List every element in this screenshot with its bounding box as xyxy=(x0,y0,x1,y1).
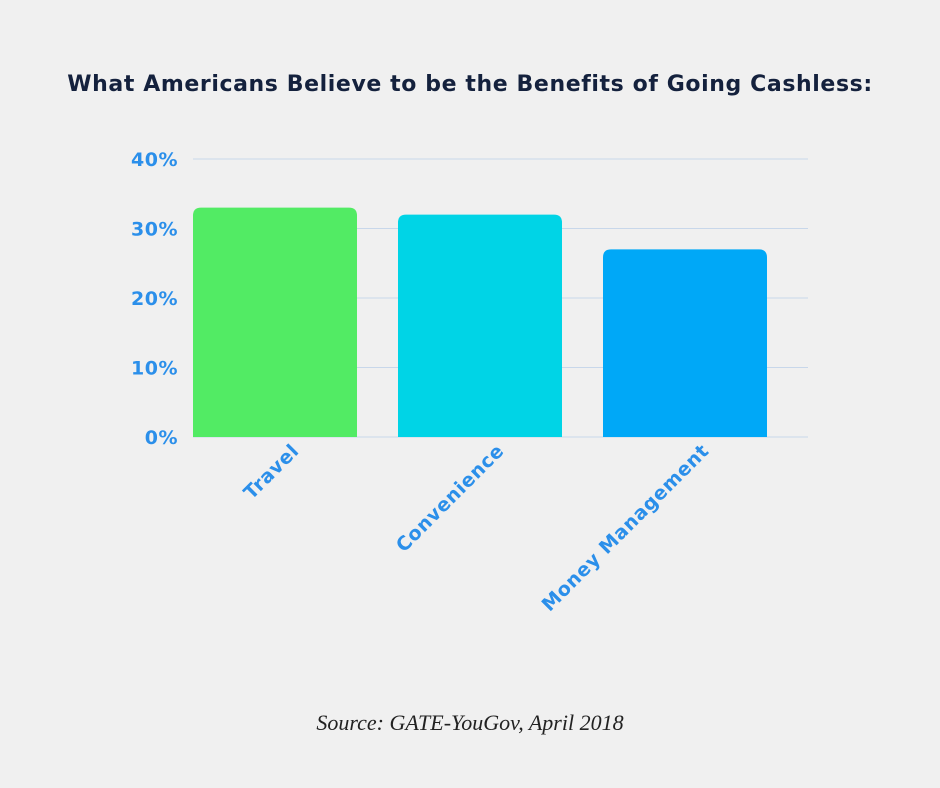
bar-money-management xyxy=(603,249,767,437)
bar-convenience xyxy=(398,214,562,437)
x-tick-label: Travel xyxy=(240,440,304,504)
y-tick-label: 10% xyxy=(131,358,178,380)
y-tick-label: 0% xyxy=(145,427,178,449)
y-tick-label: 20% xyxy=(131,288,178,310)
x-tick-label: Convenience xyxy=(392,440,509,557)
x-tick-label: Money Management xyxy=(538,440,714,616)
x-axis-ticks: Travel Convenience Money Management xyxy=(240,440,714,616)
y-tick-label: 40% xyxy=(131,149,178,171)
bars xyxy=(193,207,767,437)
source-note: Source: GATE-YouGov, April 2018 xyxy=(316,710,624,735)
y-axis-ticks: 0% 10% 20% 30% 40% xyxy=(131,149,178,449)
y-tick-label: 30% xyxy=(131,219,178,241)
chart-title: What Americans Believe to be the Benefit… xyxy=(67,72,873,97)
bar-travel xyxy=(193,207,357,437)
